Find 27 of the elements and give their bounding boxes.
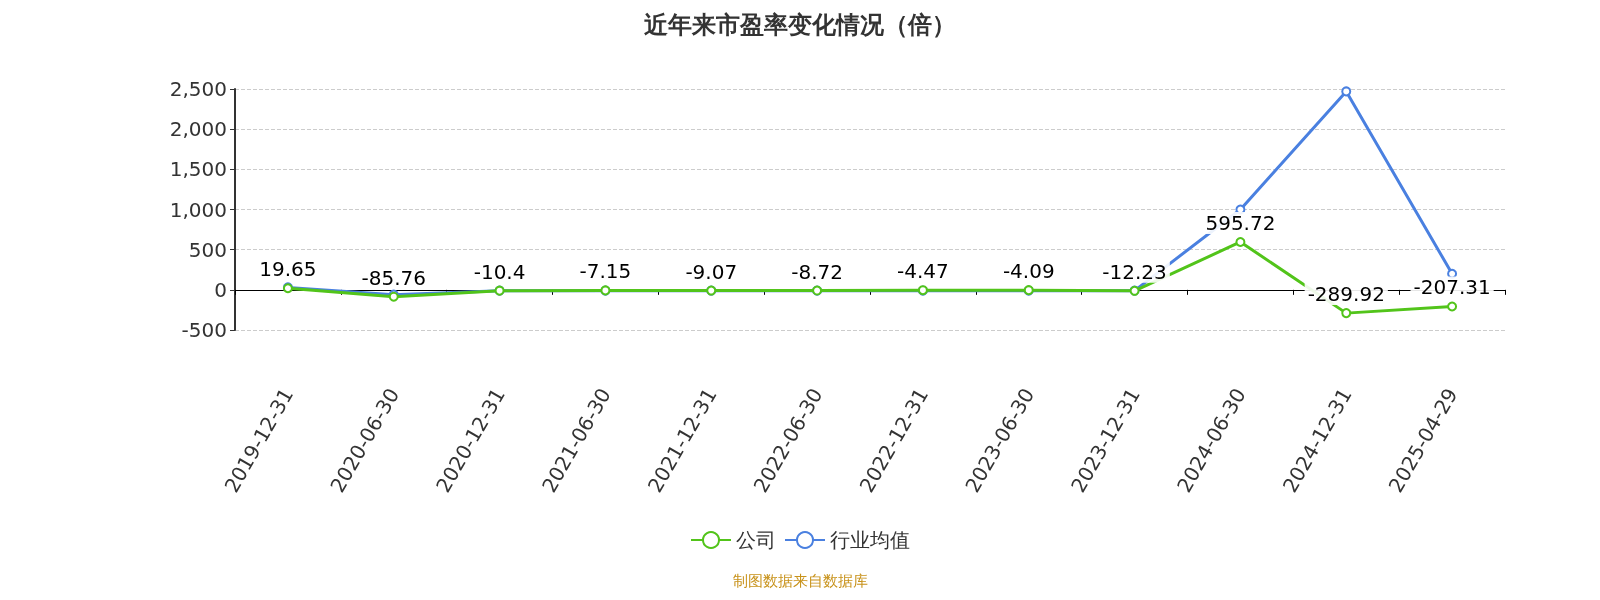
data-label: -85.76 (361, 265, 426, 290)
y-tick-label: 0 (214, 277, 227, 302)
y-tick-label: -500 (181, 318, 227, 342)
data-label: -4.09 (1002, 259, 1055, 284)
data-label: -10.4 (473, 259, 526, 284)
y-tick-label: 500 (188, 237, 227, 262)
y-tick-label: 1,000 (169, 197, 227, 222)
data-label: 595.72 (1205, 210, 1276, 235)
legend-label: 行业均值 (830, 528, 910, 552)
data-label: 19.65 (259, 257, 317, 282)
data-label: -207.31 (1413, 275, 1491, 300)
data-label: -8.72 (791, 259, 843, 284)
data-label: -289.92 (1307, 282, 1385, 307)
y-tick-label: 1,500 (169, 157, 227, 182)
data-label: -7.15 (579, 259, 632, 284)
point (1341, 308, 1352, 319)
data-label: -9.07 (685, 259, 738, 284)
point (1447, 301, 1458, 312)
y-tick-label: 2,500 (169, 77, 227, 101)
y-tick-label: 2,000 (169, 117, 227, 142)
data-label: -4.47 (897, 259, 949, 284)
legend-label: 公司 (736, 528, 776, 552)
point (1341, 86, 1352, 97)
chart-title: 近年来市盈率变化情况（倍） (644, 11, 956, 39)
point (1235, 236, 1246, 247)
data-label: -12.23 (1102, 259, 1167, 284)
text: 制图数据来自数据库 (732, 571, 868, 590)
